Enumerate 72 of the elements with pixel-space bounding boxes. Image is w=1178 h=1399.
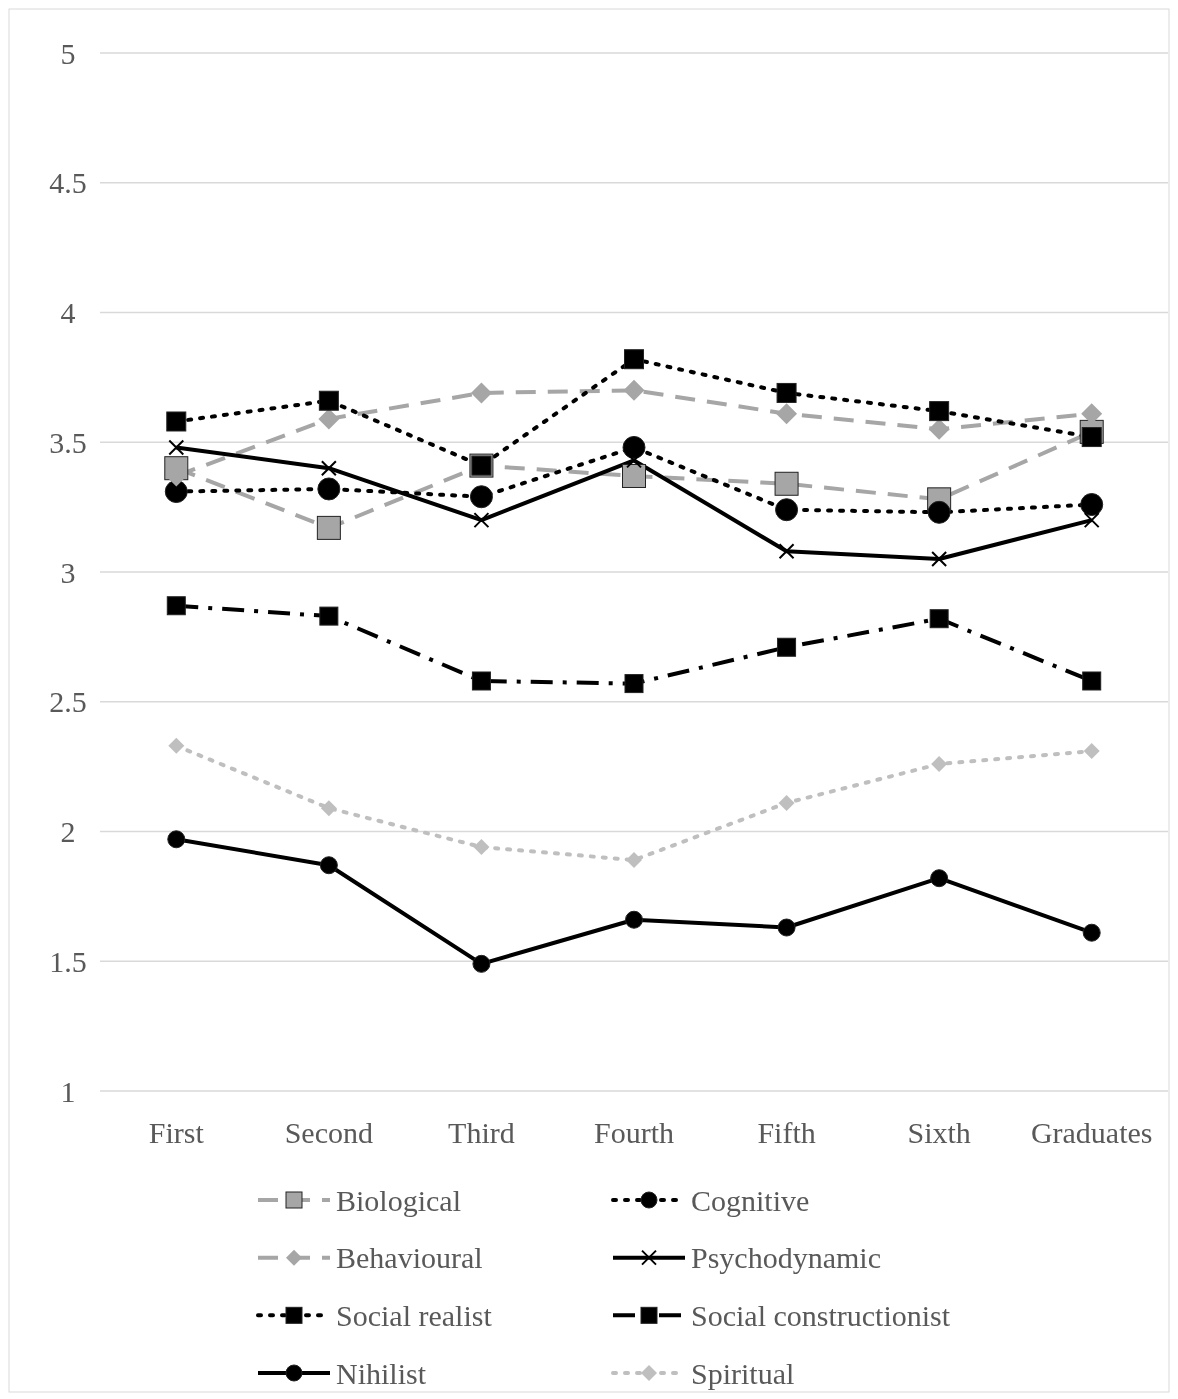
point xyxy=(164,480,188,504)
point xyxy=(167,830,186,849)
y-tick-label: 3.5 xyxy=(49,425,87,459)
point xyxy=(776,403,798,425)
point xyxy=(622,435,646,459)
point xyxy=(774,471,799,496)
point xyxy=(624,349,644,370)
point xyxy=(319,856,338,875)
legend-label: Cognitive xyxy=(691,1183,810,1217)
point xyxy=(776,382,797,403)
point xyxy=(320,460,337,477)
point xyxy=(778,543,795,560)
x-tick-label: Sixth xyxy=(907,1116,971,1149)
point xyxy=(318,408,340,430)
y-tick-label: 4 xyxy=(60,296,76,329)
point xyxy=(1082,923,1101,942)
x-tick-label: Second xyxy=(284,1116,374,1149)
point xyxy=(1080,493,1104,517)
legend-label: Spiritual xyxy=(691,1356,795,1390)
point xyxy=(931,756,948,773)
point xyxy=(927,500,951,524)
x-tick-label: First xyxy=(148,1116,205,1149)
point xyxy=(469,485,493,509)
point xyxy=(930,869,949,888)
point xyxy=(316,515,341,540)
y-tick-label: 4.5 xyxy=(49,166,87,200)
point xyxy=(470,382,492,404)
point xyxy=(473,512,490,529)
point xyxy=(625,910,643,929)
point xyxy=(778,794,795,811)
point xyxy=(777,918,796,937)
point xyxy=(775,498,799,522)
point xyxy=(471,671,491,691)
point xyxy=(1083,743,1100,760)
point xyxy=(624,674,644,694)
point xyxy=(1083,512,1100,529)
legend-label: Social constructionist xyxy=(691,1298,951,1332)
x-tick-label: Fifth xyxy=(757,1116,816,1149)
point xyxy=(931,551,948,568)
point xyxy=(928,418,950,440)
point xyxy=(318,390,339,411)
legend-label: Behavioural xyxy=(336,1241,483,1275)
y-tick-label: 2 xyxy=(60,815,76,848)
point xyxy=(166,596,186,616)
y-tick-label: 1.5 xyxy=(49,944,87,978)
legend-label: Biological xyxy=(336,1183,461,1217)
legend-label: Nihilist xyxy=(336,1356,427,1390)
point xyxy=(626,852,642,869)
point xyxy=(1081,427,1102,448)
point xyxy=(929,609,949,629)
legend-label: Social realist xyxy=(336,1298,493,1332)
point xyxy=(777,637,797,657)
point xyxy=(320,800,337,817)
point xyxy=(929,401,950,422)
point xyxy=(319,606,339,626)
x-tick-label: Fourth xyxy=(593,1116,675,1149)
y-tick-label: 2.5 xyxy=(49,685,87,719)
x-tick-label: Third xyxy=(448,1116,515,1149)
x-tick-label: Graduates xyxy=(1030,1116,1153,1149)
point xyxy=(623,379,645,401)
point xyxy=(168,439,185,456)
point xyxy=(317,477,341,501)
point xyxy=(168,737,185,754)
point xyxy=(622,463,646,488)
point xyxy=(1082,671,1102,691)
y-tick-label: 1 xyxy=(60,1074,76,1108)
legend-label: Psychodynamic xyxy=(691,1241,881,1275)
point xyxy=(166,411,187,432)
y-tick-label: 3 xyxy=(60,555,76,589)
point xyxy=(473,839,490,856)
y-tick-label: 5 xyxy=(60,36,76,70)
point xyxy=(472,954,491,973)
